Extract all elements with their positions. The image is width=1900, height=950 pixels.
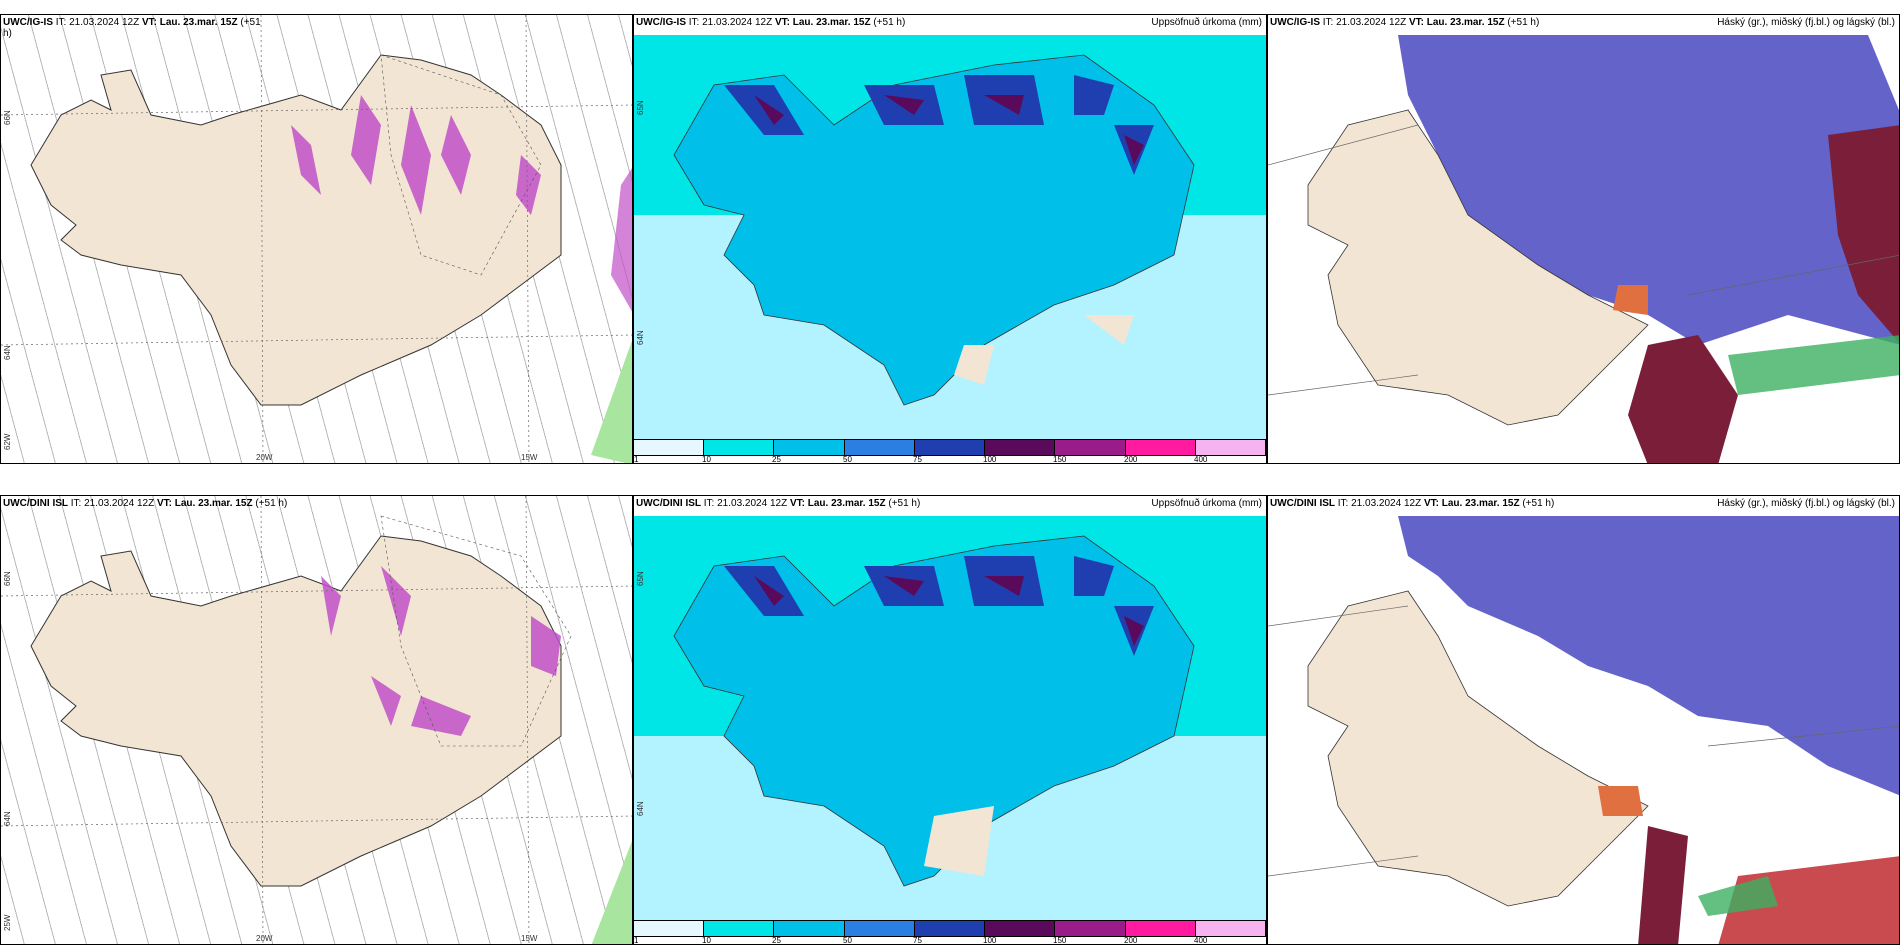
- lat-label: 64N: [3, 345, 12, 360]
- legend-swatch: [985, 440, 1056, 455]
- lat-label: 64N: [636, 801, 645, 816]
- panel-title: UWC/DINI ISL IT: 21.03.2024 12Z VT: Lau.…: [3, 498, 630, 509]
- panel-title: UWC/IG-IS IT: 21.03.2024 12Z VT: Lau. 23…: [3, 17, 630, 39]
- lat-label: 64N: [636, 330, 645, 345]
- legend-swatch: [634, 440, 705, 455]
- legend-tick: 50: [843, 936, 852, 945]
- legend-swatch: [1125, 921, 1196, 936]
- lead-time-unit: h): [3, 28, 12, 39]
- legend-tick: 100: [983, 455, 997, 464]
- lat-label: 25W: [3, 914, 12, 931]
- lat-label: 64N: [3, 811, 12, 826]
- lead-time: (+51 h): [885, 498, 921, 509]
- valid-time: VT: Lau. 23.mar. 15Z: [156, 498, 253, 509]
- cloud-cover-map-dini: UWC/DINI ISL IT: 21.03.2024 12Z VT: Lau.…: [1267, 495, 1900, 945]
- map-canvas: [634, 35, 1266, 445]
- legend-swatch: [914, 921, 986, 936]
- color-legend: 1 10 25 50 75 100 150 200 400: [634, 920, 1266, 944]
- legend-swatch: [1195, 921, 1266, 936]
- lead-time: (+51 h): [252, 498, 288, 509]
- accum-precip-map-igis: UWC/IG-IS IT: 21.03.2024 12Z VT: Lau. 23…: [633, 14, 1267, 464]
- valid-time: VT: Lau. 23.mar. 15Z: [1423, 498, 1520, 509]
- model-name: UWC/DINI ISL: [3, 498, 68, 509]
- init-time: IT: 21.03.2024 12Z: [68, 498, 157, 509]
- legend-swatch: [914, 440, 986, 455]
- legend-tick: 1: [634, 455, 639, 464]
- accum-precip-map-dini: UWC/DINI ISL IT: 21.03.2024 12Z VT: Lau.…: [633, 495, 1267, 945]
- legend-tick: 25: [772, 455, 781, 464]
- lat-label: 66N: [3, 571, 12, 586]
- map-canvas: [634, 516, 1266, 926]
- model-name: UWC/IG-IS: [1270, 17, 1320, 28]
- lat-label: 62W: [3, 433, 12, 450]
- legend-swatch: [1125, 440, 1196, 455]
- legend-tick: 75: [913, 455, 922, 464]
- model-name: UWC/IG-IS: [636, 17, 686, 28]
- model-name: UWC/DINI ISL: [1270, 498, 1335, 509]
- legend-tick: 150: [1053, 936, 1067, 945]
- map-canvas: [1268, 35, 1899, 463]
- lon-label: 20W: [256, 934, 273, 943]
- legend-swatch: [704, 440, 775, 455]
- legend-swatch: [985, 921, 1056, 936]
- legend-swatch: [1195, 440, 1266, 455]
- legend-swatch: [844, 440, 915, 455]
- init-time: IT: 21.03.2024 12Z: [1335, 498, 1424, 509]
- precip-type-map-dini: UWC/DINI ISL IT: 21.03.2024 12Z VT: Lau.…: [0, 495, 633, 945]
- valid-time: VT: Lau. 23.mar. 15Z: [789, 498, 886, 509]
- model-name: UWC/DINI ISL: [636, 498, 701, 509]
- legend-tick: 200: [1124, 455, 1138, 464]
- legend-tick: 400: [1194, 455, 1208, 464]
- lat-label: 65N: [636, 100, 645, 115]
- legend-swatch: [844, 921, 915, 936]
- init-time: IT: 21.03.2024 12Z: [1320, 17, 1409, 28]
- map-canvas: [1, 496, 632, 944]
- field-name: Uppsöfnuð úrkoma (mm): [1151, 17, 1262, 28]
- legend-tick: 100: [983, 936, 997, 945]
- init-time: IT: 21.03.2024 12Z: [701, 498, 790, 509]
- panel-title: UWC/DINI ISL IT: 21.03.2024 12Z VT: Lau.…: [1270, 498, 1897, 509]
- legend-swatch: [1055, 921, 1126, 936]
- valid-time: VT: Lau. 23.mar. 15Z: [774, 17, 871, 28]
- legend-tick: 150: [1053, 455, 1067, 464]
- panel-title: UWC/IG-IS IT: 21.03.2024 12Z VT: Lau. 23…: [636, 17, 1264, 28]
- model-name: UWC/IG-IS: [3, 17, 53, 28]
- field-name: Háský (gr.), miðský (fj.bl.) og lágský (…: [1717, 17, 1895, 28]
- color-legend: 1 10 25 50 75 100 150 200 400: [634, 439, 1266, 463]
- legend-tick: 10: [702, 936, 711, 945]
- valid-time: VT: Lau. 23.mar. 15Z: [141, 17, 238, 28]
- lon-label: 20W: [256, 453, 273, 462]
- legend-swatch: [774, 921, 845, 936]
- lat-label: 66N: [3, 110, 12, 125]
- lead-time: (+51: [237, 17, 261, 28]
- lon-label: 15W: [521, 934, 538, 943]
- map-canvas: [1268, 516, 1899, 944]
- init-time: IT: 21.03.2024 12Z: [686, 17, 775, 28]
- lead-time: (+51 h): [1519, 498, 1555, 509]
- lead-time: (+51 h): [1504, 17, 1540, 28]
- legend-tick: 1: [634, 936, 639, 945]
- cloud-cover-map-igis: UWC/IG-IS IT: 21.03.2024 12Z VT: Lau. 23…: [1267, 14, 1900, 464]
- legend-swatch: [1055, 440, 1126, 455]
- field-name: Háský (gr.), miðský (fj.bl.) og lágský (…: [1717, 498, 1895, 509]
- precip-type-map-igis: UWC/IG-IS IT: 21.03.2024 12Z VT: Lau. 23…: [0, 14, 633, 464]
- valid-time: VT: Lau. 23.mar. 15Z: [1408, 17, 1505, 28]
- init-time: IT: 21.03.2024 12Z: [53, 17, 142, 28]
- map-canvas: [1, 15, 632, 463]
- field-name: Uppsöfnuð úrkoma (mm): [1151, 498, 1262, 509]
- legend-tick: 200: [1124, 936, 1138, 945]
- lon-label: 15W: [521, 453, 538, 462]
- panel-title: UWC/IG-IS IT: 21.03.2024 12Z VT: Lau. 23…: [1270, 17, 1897, 28]
- panel-title: UWC/DINI ISL IT: 21.03.2024 12Z VT: Lau.…: [636, 498, 1264, 509]
- legend-tick: 10: [702, 455, 711, 464]
- legend-swatch: [774, 440, 845, 455]
- legend-tick: 25: [772, 936, 781, 945]
- legend-tick: 75: [913, 936, 922, 945]
- legend-tick: 400: [1194, 936, 1208, 945]
- legend-tick: 50: [843, 455, 852, 464]
- lat-label: 65N: [636, 571, 645, 586]
- legend-swatch: [704, 921, 775, 936]
- lead-time: (+51 h): [870, 17, 906, 28]
- legend-swatch: [634, 921, 705, 936]
